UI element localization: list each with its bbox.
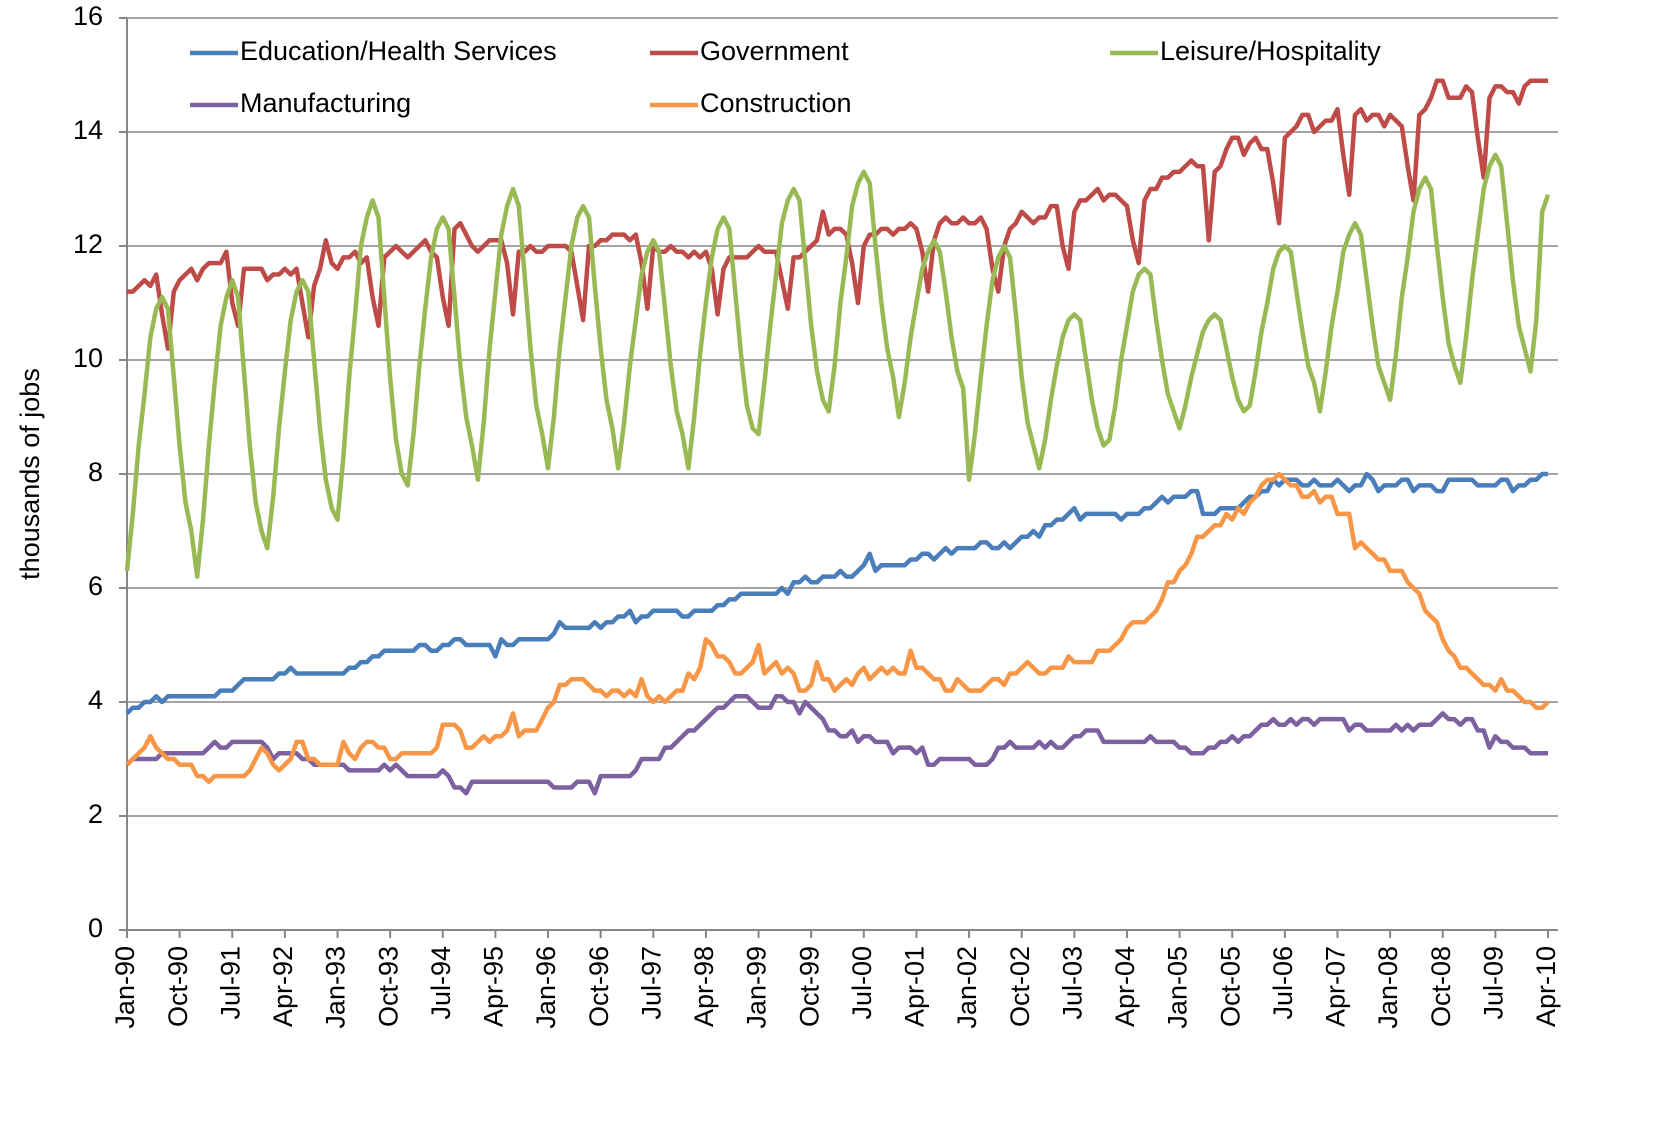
y-tick-label: 14 xyxy=(73,115,103,145)
x-tick-label: Jan-96 xyxy=(531,946,561,1029)
x-tick-label: Jul-09 xyxy=(1478,946,1508,1020)
x-tick-label: Oct-96 xyxy=(584,946,614,1027)
y-tick-label: 10 xyxy=(73,343,103,373)
x-tick-label: Oct-02 xyxy=(1005,946,1035,1027)
legend-label: Construction xyxy=(700,88,852,118)
y-tick-label: 8 xyxy=(88,457,103,487)
x-tick-label: Jul-03 xyxy=(1057,946,1087,1020)
y-axis-label: thousands of jobs xyxy=(15,368,45,580)
series-line xyxy=(125,694,1548,796)
x-tick-label: Oct-93 xyxy=(373,946,403,1027)
legend-label: Leisure/Hospitality xyxy=(1160,36,1381,66)
y-tick-label: 4 xyxy=(88,685,103,715)
x-tick-label: Jul-97 xyxy=(636,946,666,1020)
x-tick-label: Jul-94 xyxy=(426,946,456,1020)
x-tick-label: Jul-00 xyxy=(847,946,877,1020)
x-tick-label: Jan-99 xyxy=(742,946,772,1029)
y-tick-label: 12 xyxy=(73,229,103,259)
y-tick-label: 16 xyxy=(73,1,103,31)
y-tick-label: 6 xyxy=(88,571,103,601)
series-line xyxy=(124,152,1551,579)
y-tick-label: 2 xyxy=(88,799,103,829)
series-line xyxy=(127,78,1548,351)
legend-label: Manufacturing xyxy=(240,88,411,118)
x-tick-label: Jul-06 xyxy=(1268,946,1298,1020)
x-tick-label: Apr-10 xyxy=(1531,946,1561,1027)
legend-label: Education/Health Services xyxy=(240,36,557,66)
x-tick-label: Jan-02 xyxy=(952,946,982,1029)
legend-label: Government xyxy=(700,36,849,66)
series-line xyxy=(125,471,1550,785)
x-tick-label: Jan-90 xyxy=(110,946,140,1029)
x-tick-label: Apr-04 xyxy=(1110,946,1140,1027)
x-tick-label: Oct-08 xyxy=(1426,946,1456,1027)
x-tick-label: Apr-01 xyxy=(900,946,930,1027)
x-tick-label: Jan-93 xyxy=(321,946,351,1029)
x-tick-label: Oct-05 xyxy=(1215,946,1245,1027)
x-tick-label: Apr-07 xyxy=(1321,946,1351,1027)
x-tick-label: Apr-92 xyxy=(268,946,298,1027)
x-tick-label: Jan-05 xyxy=(1163,946,1193,1029)
x-tick-label: Apr-95 xyxy=(479,946,509,1027)
x-tick-label: Oct-99 xyxy=(794,946,824,1027)
series-line xyxy=(125,471,1548,716)
x-tick-label: Jul-91 xyxy=(215,946,245,1020)
y-tick-label: 0 xyxy=(88,913,103,943)
x-tick-label: Apr-98 xyxy=(689,946,719,1027)
x-tick-label: Oct-90 xyxy=(163,946,193,1027)
x-tick-label: Jan-08 xyxy=(1373,946,1403,1029)
